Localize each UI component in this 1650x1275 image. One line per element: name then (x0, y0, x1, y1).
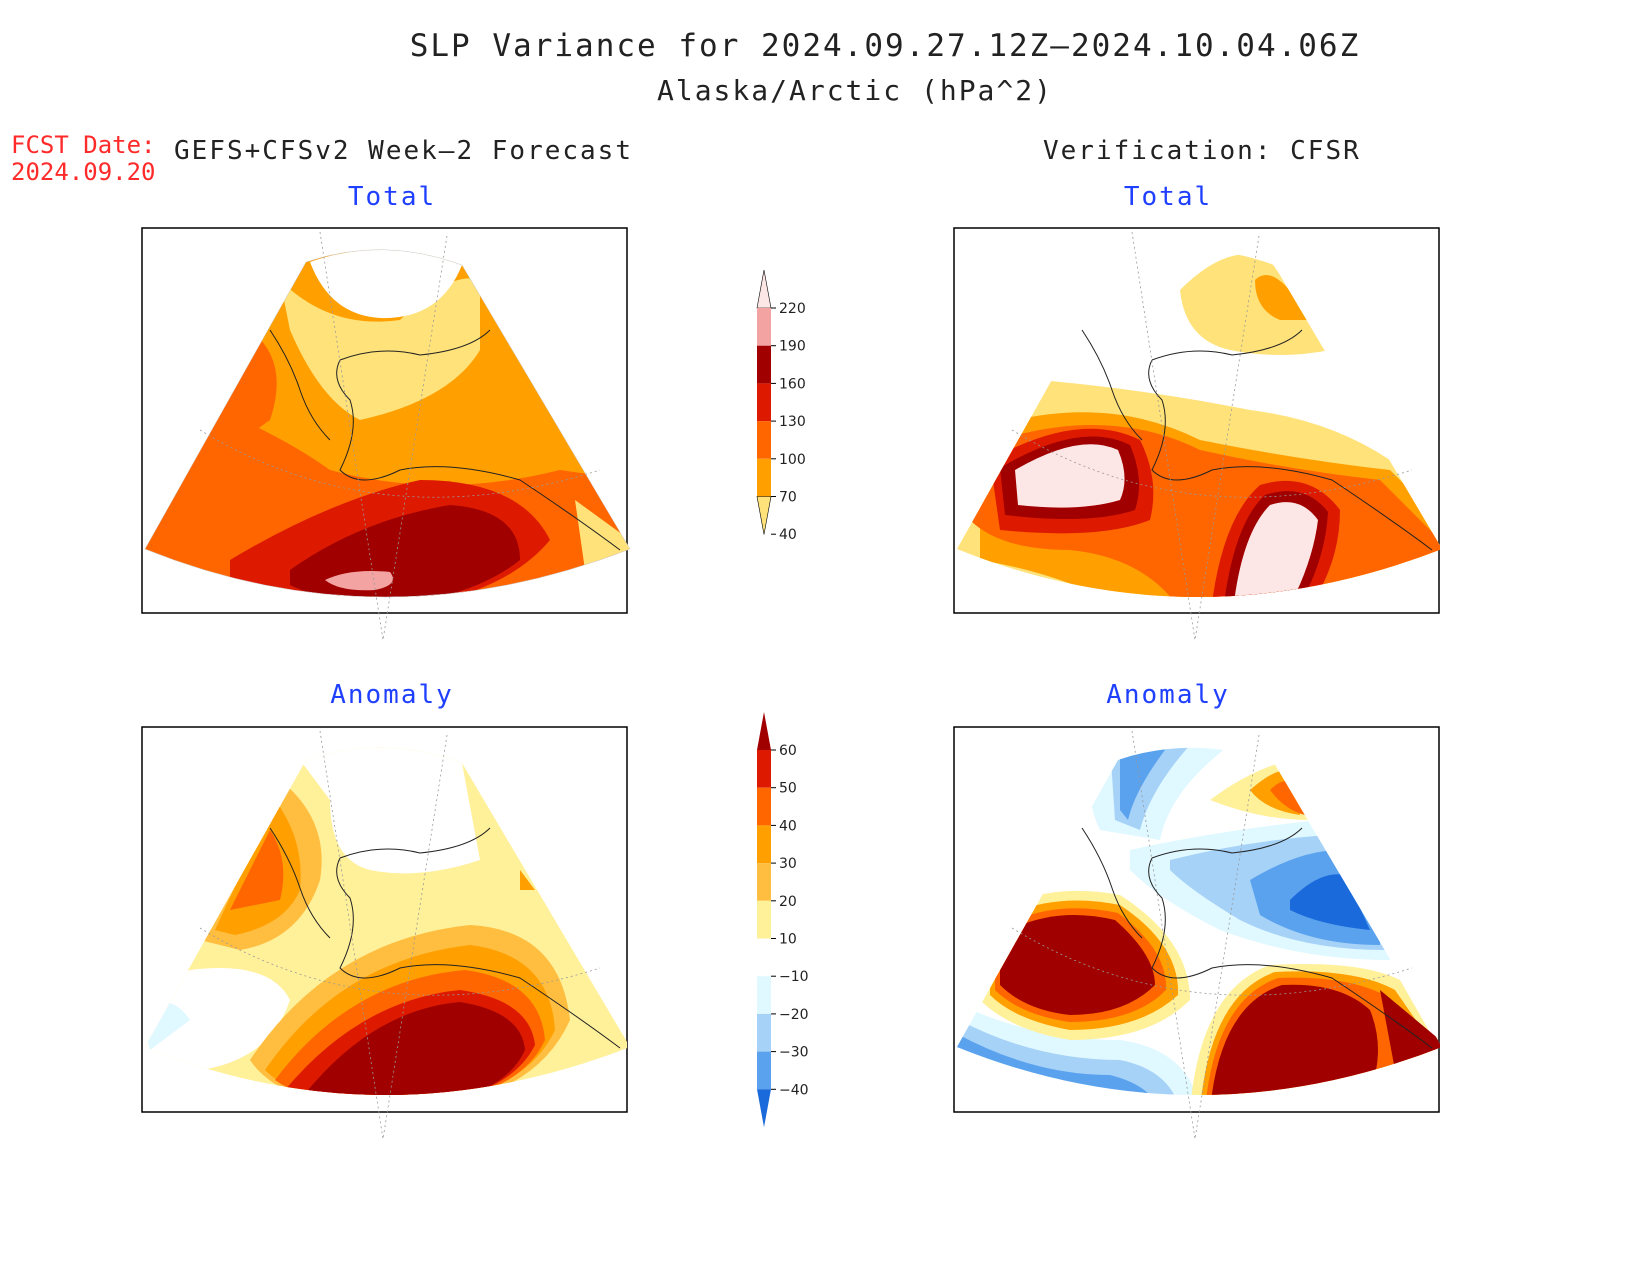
colorbar-anomaly-box (757, 825, 771, 864)
chart-subtitle: Alaska/Arctic (hPa^2) (656, 74, 1053, 107)
colorbar-anomaly: 60 50 40 30 20 10 −10 −20 −30 −40 (757, 712, 809, 1128)
forecast-anomaly-title: Anomaly (330, 680, 454, 710)
chart-title: SLP Variance for 2024.09.27.12Z–2024.10.… (409, 28, 1361, 64)
colorbar-anomaly-label: 10 (779, 932, 797, 948)
colorbar-total-box (757, 383, 771, 422)
fcst-date-label: FCST Date: (11, 131, 156, 159)
colorbar-total-box (757, 308, 771, 346)
colorbar-total-box (757, 421, 771, 459)
colorbar-total-label: 220 (779, 301, 806, 317)
colorbar-anomaly-box (757, 1051, 771, 1090)
colorbar-total-label: 70 (779, 490, 797, 506)
colorbar-anomaly-label: −30 (779, 1045, 809, 1061)
verification-total-title: Total (1123, 182, 1213, 212)
colorbar-anomaly-label: 40 (779, 818, 797, 834)
colorbar-total: 220 190 160 130 100 70 40 (756, 269, 806, 543)
forecast-header: GEFS+CFSv2 Week–2 Forecast (174, 136, 633, 166)
colorbar-anomaly-box (757, 1013, 771, 1052)
colorbar-total-label: 190 (779, 339, 806, 355)
verification-anomaly-title: Anomaly (1106, 680, 1230, 710)
colorbar-anomaly-box (757, 863, 771, 901)
colorbar-total-tip-bottom (756, 496, 772, 535)
verification-header: Verification: CFSR (1043, 136, 1361, 166)
colorbar-anomaly-label: 50 (779, 781, 797, 797)
colorbar-anomaly-label: 30 (779, 856, 797, 872)
colorbar-anomaly-label: 20 (779, 894, 797, 910)
colorbar-anomaly-box (757, 900, 771, 939)
forecast-total-title: Total (347, 182, 437, 212)
colorbar-anomaly-tip-top (757, 712, 771, 750)
colorbar-anomaly-box (757, 976, 771, 1014)
colorbar-total-label: 160 (779, 376, 806, 392)
colorbar-anomaly-box (757, 787, 771, 826)
colorbar-total-label: 130 (779, 414, 806, 430)
colorbar-anomaly-label: −10 (779, 969, 809, 985)
colorbar-anomaly-label: 60 (779, 743, 797, 759)
colorbar-total-box (757, 345, 771, 384)
forecast-total-map (141, 227, 631, 641)
fcst-date: 2024.09.20 (11, 158, 156, 186)
forecast-anomaly-map (141, 726, 628, 1140)
colorbar-anomaly-label: −40 (779, 1082, 809, 1098)
colorbar-anomaly-box (757, 938, 771, 977)
colorbar-total-box (757, 458, 771, 497)
colorbar-anomaly-tip-bottom (757, 1089, 771, 1128)
colorbar-total-label: 100 (779, 452, 806, 468)
verification-total-map (953, 227, 1440, 641)
colorbar-anomaly-box (757, 750, 771, 788)
colorbar-anomaly-label: −20 (779, 1007, 809, 1023)
colorbar-total-label: 40 (779, 527, 797, 543)
verification-anomaly-map (953, 726, 1440, 1140)
colorbar-total-tip-top (756, 269, 772, 309)
